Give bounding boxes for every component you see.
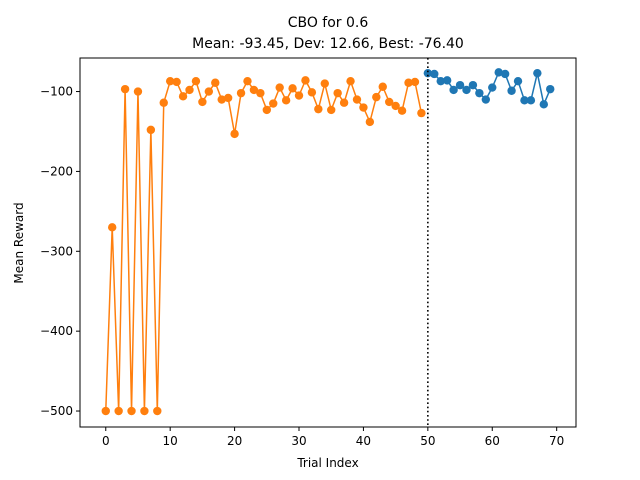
data-point	[127, 406, 136, 416]
data-point	[307, 88, 317, 97]
chart-title: CBO for 0.6	[288, 15, 369, 31]
data-point	[198, 97, 207, 107]
data-point	[430, 69, 439, 79]
chart-subtitle: Mean: -93.45, Dev: 12.66, Best: -76.40	[192, 36, 464, 52]
data-point	[223, 93, 233, 103]
data-point	[288, 84, 297, 93]
data-point	[346, 76, 355, 86]
data-point	[397, 106, 407, 115]
data-point	[165, 76, 175, 86]
data-point	[146, 125, 156, 135]
data-point	[513, 76, 523, 86]
data-point	[507, 86, 516, 95]
x-tick-label: 40	[356, 434, 371, 448]
data-point	[191, 76, 201, 86]
data-point	[153, 406, 162, 416]
data-point	[384, 97, 394, 107]
x-tick-label: 10	[163, 434, 178, 448]
data-point	[339, 98, 349, 107]
data-point	[120, 84, 130, 94]
data-point	[462, 85, 471, 95]
data-point	[546, 84, 555, 94]
x-axis-label: Trial Index	[296, 456, 358, 470]
x-axis: 0 10 20 30 40 50 60 70	[102, 427, 564, 448]
data-point	[256, 88, 265, 98]
y-axis: −500 −400 −300 −200 −100	[40, 85, 80, 418]
data-point	[372, 92, 381, 102]
data-point	[230, 129, 239, 139]
data-point	[114, 406, 123, 416]
data-point	[275, 83, 284, 92]
x-tick-label: 20	[227, 434, 242, 448]
data-point	[436, 76, 445, 86]
data-point	[269, 99, 278, 108]
data-point	[327, 105, 336, 115]
data-point	[159, 98, 168, 107]
data-point	[481, 95, 491, 104]
data-point	[442, 76, 452, 85]
data-point	[249, 85, 259, 95]
data-point	[236, 88, 246, 98]
data-point	[133, 87, 143, 96]
data-point	[172, 77, 181, 87]
data-point	[314, 104, 323, 114]
data-point	[455, 80, 465, 90]
data-point	[178, 92, 188, 101]
x-tick-label: 50	[420, 434, 435, 448]
data-point	[101, 406, 110, 416]
data-point	[417, 108, 426, 118]
data-point	[449, 85, 458, 95]
data-point	[217, 95, 226, 104]
data-point	[320, 79, 329, 88]
data-point	[404, 78, 413, 87]
data-point	[520, 96, 529, 105]
plot-area	[101, 58, 555, 427]
data-point	[378, 82, 387, 91]
data-point	[262, 105, 272, 115]
y-tick-label: −500	[40, 404, 73, 418]
data-point	[500, 69, 510, 79]
data-point	[140, 406, 149, 416]
data-point	[423, 68, 433, 78]
data-point	[204, 87, 214, 96]
x-tick-label: 0	[102, 434, 110, 448]
data-point	[359, 103, 368, 112]
y-tick-label: −100	[40, 85, 73, 99]
data-point	[185, 85, 194, 95]
data-point	[494, 68, 503, 77]
data-point	[526, 96, 536, 105]
y-tick-label: −400	[40, 324, 73, 338]
data-point	[410, 77, 420, 87]
data-point	[352, 95, 362, 104]
x-tick-label: 70	[549, 434, 564, 448]
data-point	[108, 223, 117, 232]
data-point	[533, 68, 542, 78]
data-point	[475, 88, 484, 98]
y-tick-label: −200	[40, 164, 73, 178]
x-tick-label: 60	[485, 434, 500, 448]
data-point	[301, 76, 310, 85]
y-tick-label: −300	[40, 244, 73, 258]
data-point	[391, 101, 400, 111]
series-1	[423, 68, 555, 109]
y-axis-label: Mean Reward	[12, 202, 26, 283]
data-point	[243, 76, 252, 86]
data-point	[365, 117, 375, 127]
data-point	[281, 96, 291, 105]
data-point	[211, 78, 220, 87]
data-point	[333, 88, 342, 98]
data-point	[539, 100, 548, 109]
data-point	[294, 91, 304, 100]
x-tick-label: 30	[291, 434, 306, 448]
data-point	[488, 83, 497, 92]
plot-frame	[79, 57, 577, 428]
series-0	[101, 76, 426, 416]
data-point	[468, 80, 478, 90]
